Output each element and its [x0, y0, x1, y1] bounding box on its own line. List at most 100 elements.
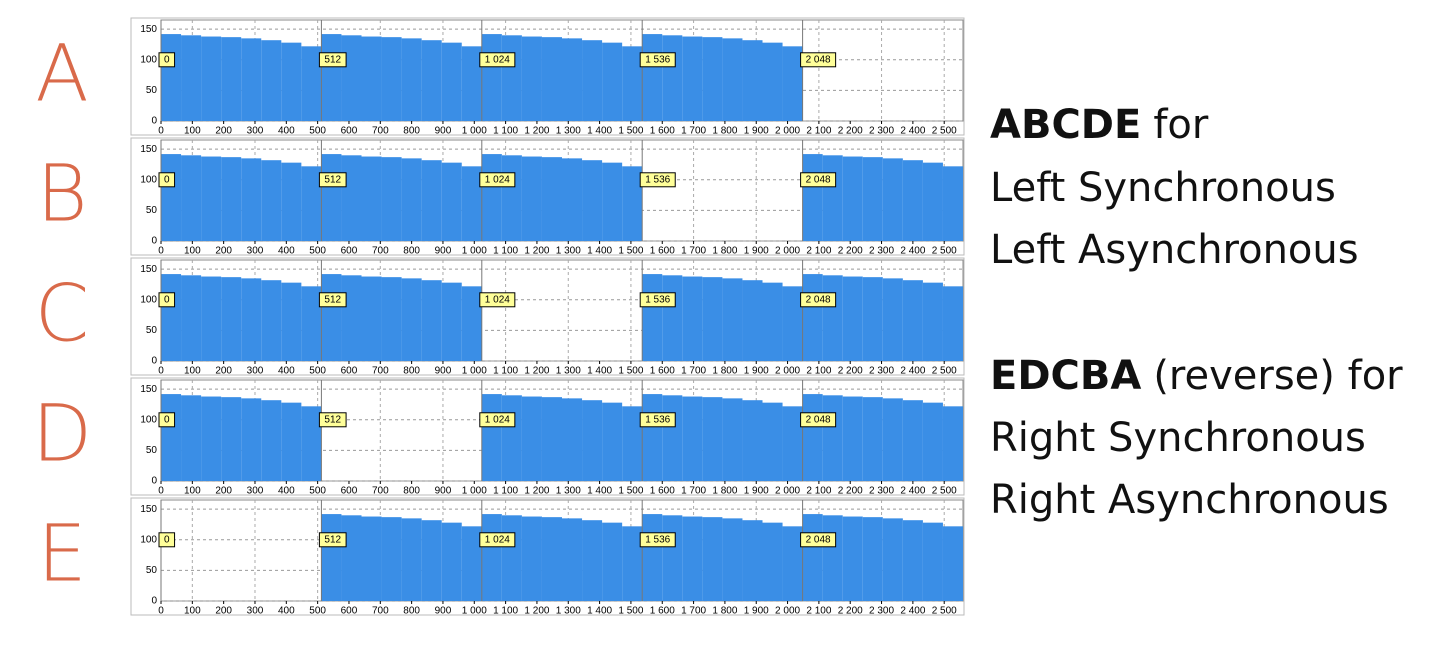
bar	[822, 275, 843, 361]
panel-letter: B	[36, 150, 87, 240]
x-tick-label: 1 100	[493, 486, 518, 497]
bar	[181, 35, 202, 121]
x-tick-label: 100	[184, 486, 201, 497]
x-tick-label: 1 100	[493, 606, 518, 617]
panel-letter: A	[35, 30, 88, 120]
x-tick-label: 1 300	[556, 486, 581, 497]
x-tick-label: 2 200	[838, 486, 863, 497]
y-tick-label: 0	[151, 116, 157, 127]
x-tick-label: 1 300	[556, 246, 581, 257]
x-tick-label: 2 400	[900, 246, 925, 257]
bar	[501, 35, 522, 121]
x-tick-label: 400	[278, 126, 295, 137]
bar	[562, 518, 583, 601]
x-tick-label: 700	[372, 366, 389, 377]
bar	[762, 402, 783, 481]
bar	[161, 34, 182, 121]
x-tick-label: 2 000	[775, 486, 800, 497]
x-tick-label: 2 300	[869, 606, 894, 617]
bar	[501, 395, 522, 481]
bar	[922, 282, 943, 361]
bar	[241, 158, 262, 241]
bar	[521, 36, 542, 122]
x-tick-label: 800	[403, 606, 420, 617]
x-tick-label: 2 400	[900, 606, 925, 617]
bar	[602, 42, 623, 121]
bar	[802, 394, 823, 481]
marker-label: 0	[164, 174, 170, 185]
marker-box	[800, 292, 837, 308]
bar	[201, 36, 222, 122]
x-tick-label: 100	[184, 606, 201, 617]
bar	[882, 518, 903, 601]
x-tick-label: 2 300	[869, 366, 894, 377]
x-tick-label: 500	[309, 246, 326, 257]
x-tick-label: 900	[435, 606, 452, 617]
bar	[882, 158, 903, 241]
marker-box	[318, 292, 347, 308]
caption-line: ABCDE for	[990, 102, 1209, 148]
bar	[401, 38, 422, 122]
bar	[642, 514, 663, 601]
bar	[181, 395, 202, 481]
bar	[381, 157, 402, 241]
caption-line: EDCBA (reverse) for	[990, 353, 1403, 399]
x-tick-label: 1 700	[681, 606, 706, 617]
bar	[281, 42, 302, 121]
x-tick-label: 2 000	[775, 246, 800, 257]
marker-box	[318, 532, 347, 548]
x-tick-label: 2 500	[932, 366, 957, 377]
bar	[942, 166, 963, 241]
x-tick-label: 100	[184, 366, 201, 377]
bar	[401, 158, 422, 241]
bar	[862, 157, 883, 241]
x-tick-label: 2 300	[869, 486, 894, 497]
bar	[321, 274, 342, 361]
x-tick-label: 900	[435, 126, 452, 137]
x-tick-label: 1 700	[681, 486, 706, 497]
bar	[401, 278, 422, 361]
marker-box	[158, 172, 176, 188]
x-tick-label: 2 300	[869, 126, 894, 137]
y-tick-label: 100	[140, 414, 157, 425]
bar	[221, 37, 242, 122]
x-tick-label: 1 400	[587, 486, 612, 497]
caption-text: Left Asynchronous	[990, 227, 1359, 273]
bar	[682, 36, 703, 122]
y-tick-label: 50	[146, 85, 158, 96]
x-tick-label: 1 600	[650, 606, 675, 617]
x-tick-label: 2 500	[932, 606, 957, 617]
x-tick-label: 1 200	[524, 606, 549, 617]
x-tick-label: 300	[247, 366, 264, 377]
bar	[722, 38, 743, 122]
x-tick-label: 1 600	[650, 486, 675, 497]
marker-label: 512	[324, 294, 341, 305]
bar	[481, 34, 502, 121]
x-tick-label: 1 800	[712, 486, 737, 497]
x-tick-label: 500	[309, 366, 326, 377]
x-tick-label: 1 900	[744, 126, 769, 137]
bar	[662, 35, 683, 121]
bar	[882, 398, 903, 481]
bar	[782, 406, 803, 481]
bar	[461, 166, 482, 241]
x-tick-label: 2 500	[932, 126, 957, 137]
bar	[241, 278, 262, 361]
x-tick-label: 2 200	[838, 246, 863, 257]
bar	[381, 277, 402, 361]
y-tick-label: 50	[146, 445, 158, 456]
marker-label: 2 048	[806, 294, 831, 305]
bar	[602, 162, 623, 241]
caption-bold: ABCDE	[990, 102, 1141, 148]
x-tick-label: 400	[278, 366, 295, 377]
x-tick-label: 400	[278, 606, 295, 617]
bar	[261, 40, 282, 122]
y-tick-label: 50	[146, 565, 158, 576]
marker-box	[158, 412, 176, 428]
bar	[221, 397, 242, 481]
bar	[862, 397, 883, 481]
y-tick-label: 0	[151, 476, 157, 487]
y-tick-label: 100	[140, 294, 157, 305]
x-tick-label: 1 000	[462, 246, 487, 257]
marker-box	[639, 52, 676, 68]
